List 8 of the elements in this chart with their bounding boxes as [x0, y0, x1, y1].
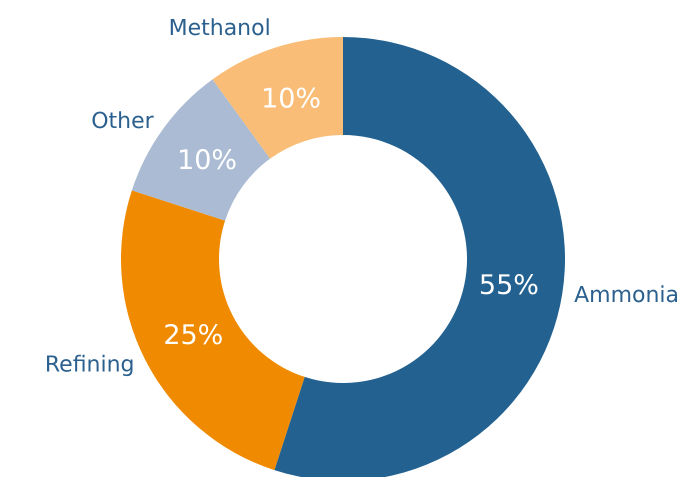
- slice-label: Other: [91, 108, 155, 134]
- data-label: 55%: [478, 270, 539, 301]
- slice-label: Methanol: [168, 16, 271, 41]
- data-label: 25%: [163, 320, 224, 351]
- slice-label: Refining: [44, 352, 135, 378]
- data-label: 10%: [261, 84, 322, 115]
- slice-label: Ammonia: [574, 283, 680, 308]
- data-label: 10%: [177, 144, 238, 176]
